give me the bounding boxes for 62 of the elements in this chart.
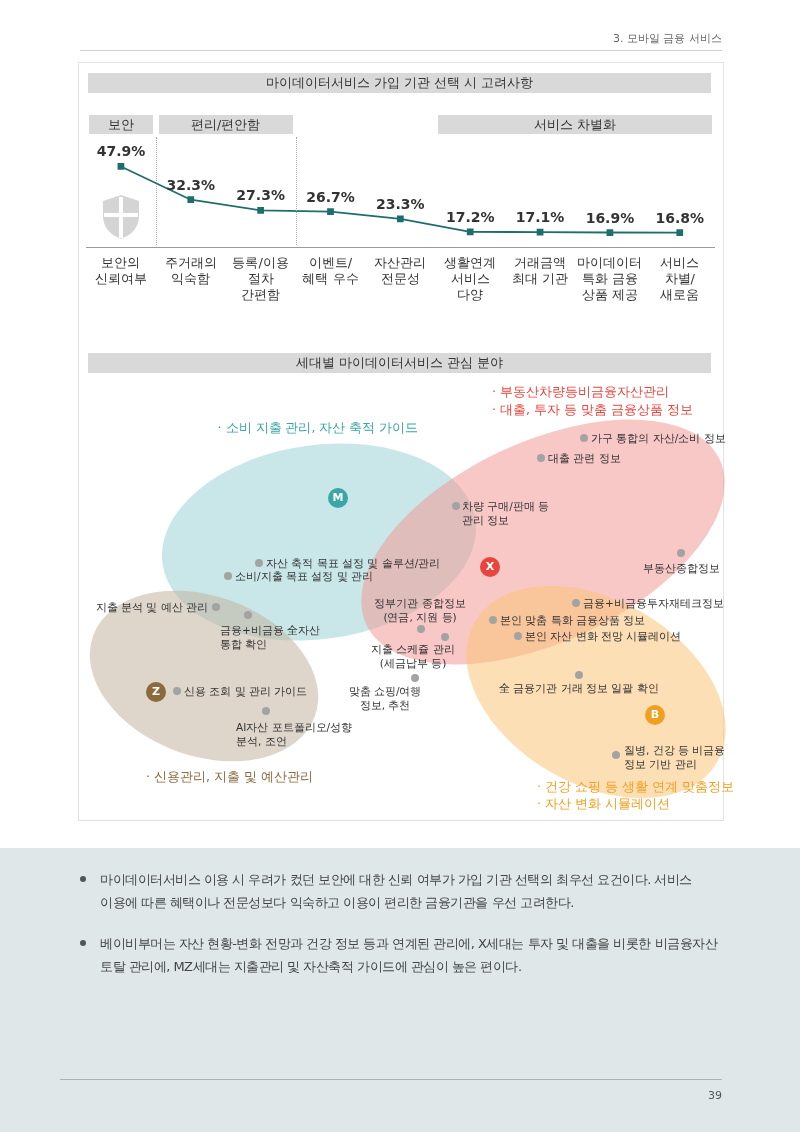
text: · 대출, 투자 등 맞춤 금융상품 정보	[492, 402, 693, 418]
point	[396, 215, 404, 223]
text: 자산 축적 목표 설정 및 솔루션/관리	[266, 556, 441, 570]
data-label: 16.9%	[585, 209, 635, 226]
text: X	[485, 560, 495, 573]
point	[327, 208, 334, 215]
data-label: 23.3%	[376, 195, 425, 212]
text: 보안	[89, 115, 153, 134]
text: 편리/편안함	[158, 115, 293, 134]
point	[187, 196, 195, 204]
chart-title: 마이데이터서비스 가입 기관 선택 시 고려사항	[88, 73, 711, 93]
text: 본인 맞춤 특화 금융상품 정보	[500, 613, 646, 627]
text: 서비스 차별화	[438, 115, 712, 134]
text: 맞춤 쇼핑/여행 정보, 추천	[348, 684, 422, 712]
text: AI자산 포트폴리오/성향 분석, 조언	[236, 720, 353, 748]
text: 차량 구매/판매 등 관리 정보	[462, 499, 550, 527]
text: 마이데이터서비스 이용 시 우려가 컸던 보안에 대한 신뢰 여부가 가입 기관 선택의 최우선 요건이다. 서비스 이용에 따른 혜택이나 전문성보다 익숙하고 이용이 편리한 금융기관을 우선 고려한다.	[100, 871, 693, 912]
text: 본인 자산 변화 전망 시뮬레이션	[525, 629, 682, 643]
text: · 신용관리, 지출 및 예산관리	[146, 769, 313, 785]
data-label: 27.3%	[236, 187, 285, 204]
text: 39	[708, 1089, 722, 1102]
text: · 건강 쇼핑 등 생활 연계 맞춤정보	[537, 779, 734, 795]
text: Z	[152, 685, 160, 698]
text: 세대별 마이데이터서비스 관심 분야	[88, 353, 711, 373]
data-label: 17.2%	[445, 208, 495, 225]
x-tick-label: 마이데이터 특화 금융 상품 제공	[577, 255, 643, 302]
text: 금융+비금융투자재테크정보	[583, 596, 724, 610]
text: · 자산 변화 시뮬레이션	[537, 796, 670, 812]
x-tick-label: 서비스 차별/ 새로움	[660, 255, 700, 302]
text: 지출 스케쥴 관리 (세금납부 등)	[371, 642, 455, 670]
text: · 부동산차량등비금융자산관리	[492, 384, 669, 400]
text: 베이비부머는 자산 현황-변화 전망과 건강 정보 등과 연계된 관리에, X세대는 투자 및 대출을 비롯한 비금융자산 토탈 관리에, MZ세대는 지출관리 및 자산축적 가이드에 관심이 높은 편이다.	[100, 935, 719, 976]
point	[117, 163, 125, 170]
text: · 소비 지출 관리, 자산 축적 가이드	[217, 420, 419, 436]
text: 부동산종합정보	[642, 561, 720, 575]
text: 질병, 건강 등 비금융 정보 기반 관리	[624, 743, 726, 771]
text: 가구 통합의 자산/소비 정보	[591, 431, 726, 445]
text: 정부기관 종합정보 (연금, 지원 등)	[374, 596, 466, 624]
point	[466, 228, 474, 236]
text: 全 금융기관 거래 정보 일괄 확인	[499, 681, 659, 695]
text: 3. 모바일 금융 서비스	[613, 31, 722, 46]
text: 소비/지출 목표 설정 및 관리	[235, 569, 373, 583]
x-tick-label: 주거래의 익숙함	[164, 255, 217, 286]
data-label: 32.3%	[166, 176, 216, 193]
text: 대출 관련 정보	[548, 451, 621, 465]
data-label: 26.7%	[306, 188, 355, 205]
text: 신용 조회 및 관리 가이드	[184, 684, 308, 698]
x-tick-label: 자산관리 전문성	[374, 255, 427, 286]
x-tick-label: 거래금액 최대 기관	[511, 255, 569, 286]
data-label: 16.8%	[655, 209, 705, 226]
text: B	[650, 708, 660, 721]
point	[606, 229, 614, 236]
text: 금융+비금융 全자산 통합 확인	[220, 623, 321, 651]
x-tick-label: 생활연계 서비스 다양	[444, 255, 497, 302]
point	[257, 206, 265, 214]
data-label: 17.1%	[515, 209, 565, 226]
x-tick-label: 보안의 신뢰여부	[94, 255, 147, 286]
point	[676, 229, 684, 237]
text: 지출 분석 및 예산 관리	[95, 600, 208, 614]
x-tick-label: 등록/이용 절차 간편함	[232, 255, 289, 302]
x-tick-label: 이벤트/ 혜택 우수	[302, 255, 359, 286]
data-label: 47.9%	[96, 143, 146, 160]
